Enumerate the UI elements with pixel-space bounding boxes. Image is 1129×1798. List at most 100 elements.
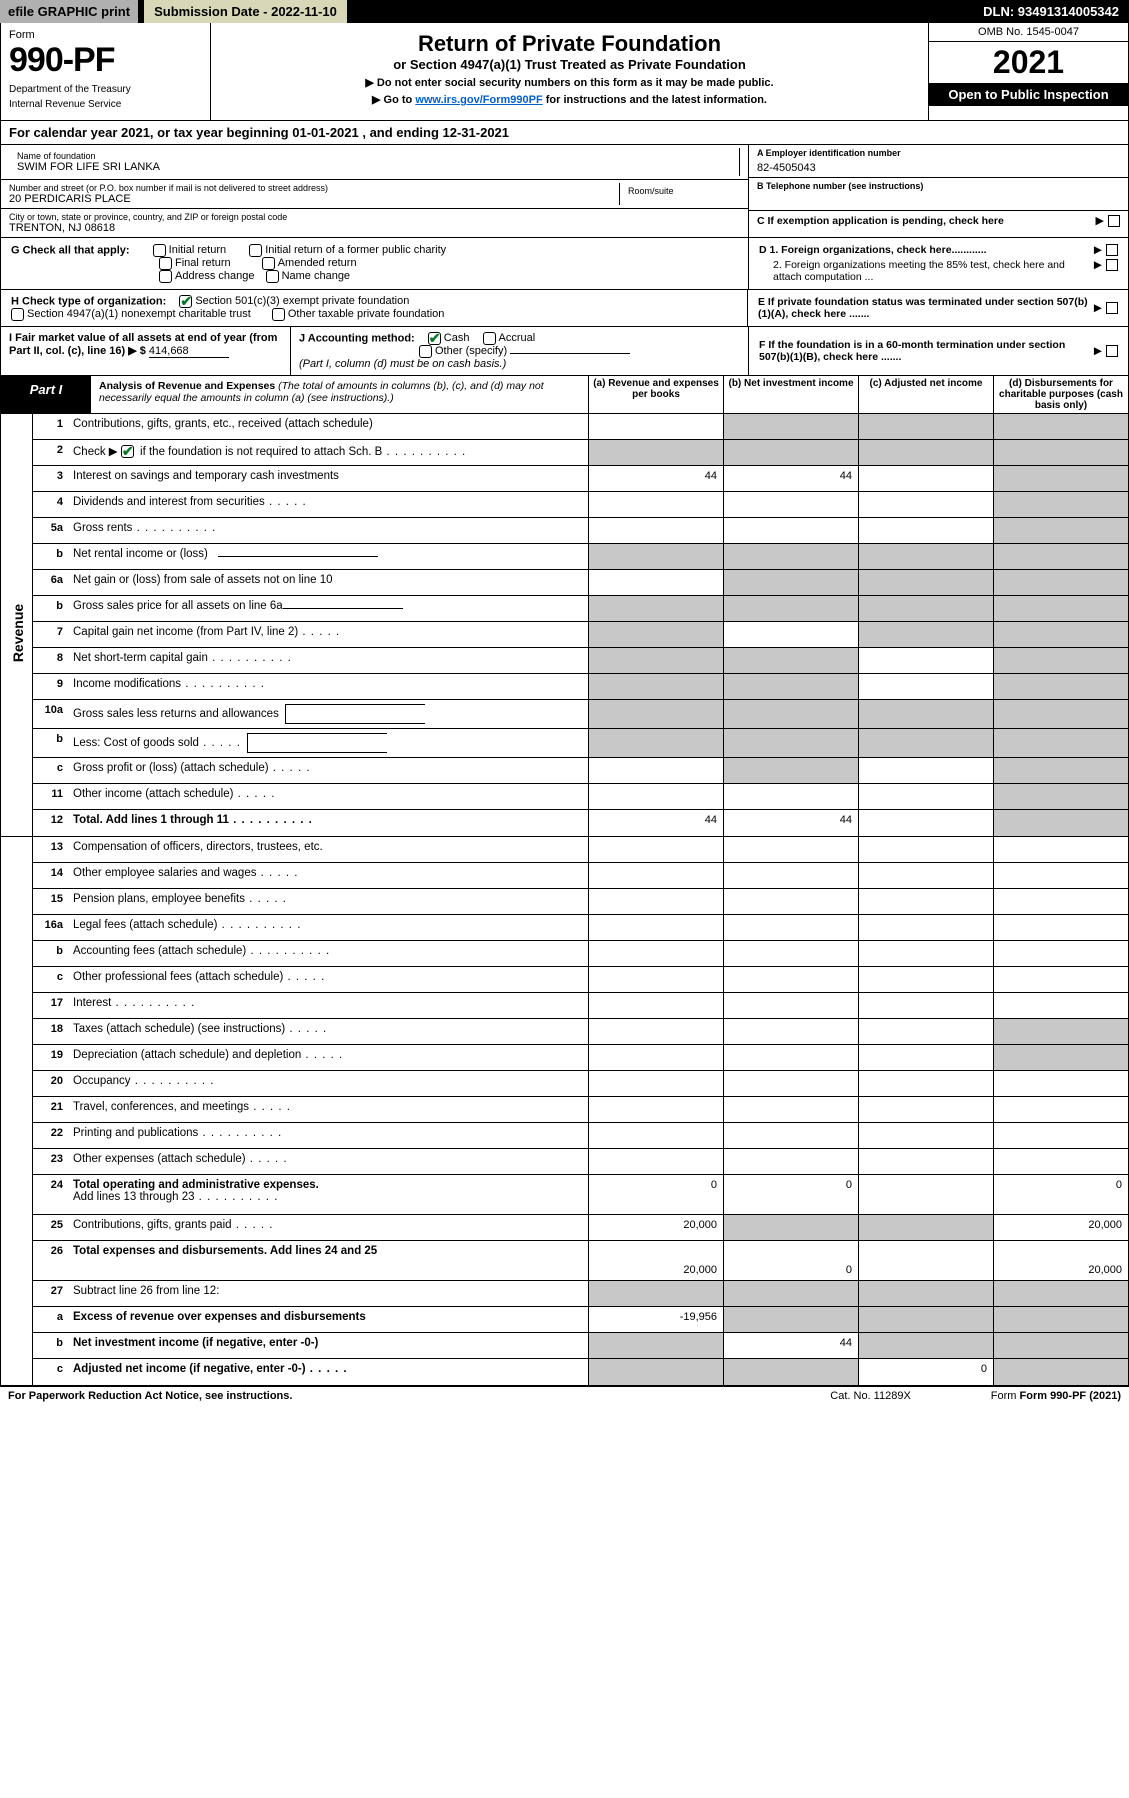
g-initial-checkbox[interactable] (153, 244, 166, 257)
f-checkbox[interactable] (1106, 345, 1118, 357)
l26-d: 20,000 (993, 1241, 1128, 1280)
g-initial-public-checkbox[interactable] (249, 244, 262, 257)
foundation-name: SWIM FOR LIFE SRI LANKA (17, 161, 731, 173)
d2-label: 2. Foreign organizations meeting the 85%… (759, 259, 1094, 283)
i-j-f-row: I Fair market value of all assets at end… (0, 327, 1129, 376)
i-value: 414,668 (149, 345, 229, 358)
line-6b: Gross sales price for all assets on line… (69, 596, 588, 621)
l2-pre: Check ▶ (73, 446, 121, 458)
l12-a: 44 (588, 810, 723, 836)
h-opt-501c3: Section 501(c)(3) exempt private foundat… (195, 295, 409, 307)
j-cash-checkbox[interactable] (428, 332, 441, 345)
g-final-checkbox[interactable] (159, 257, 172, 270)
line-5b: Net rental income or (loss) (69, 544, 588, 569)
instr2-post: for instructions and the latest informat… (543, 94, 767, 106)
line-14: Other employee salaries and wages (69, 863, 588, 888)
cal-begin: 01-01-2021 (292, 125, 359, 140)
ein-label: A Employer identification number (757, 148, 1120, 158)
l3-b: 44 (723, 466, 858, 491)
line-10c: Gross profit or (loss) (attach schedule) (69, 758, 588, 783)
j-accrual-checkbox[interactable] (483, 332, 496, 345)
l25-d: 20,000 (993, 1215, 1128, 1240)
form-subtitle: or Section 4947(a)(1) Trust Treated as P… (221, 57, 918, 72)
arrow-icon: ▶ (1094, 259, 1102, 271)
h-label: H Check type of organization: (11, 295, 166, 307)
l26-a: 20,000 (588, 1241, 723, 1280)
l2-post: if the foundation is not required to att… (137, 446, 383, 458)
l3-a: 44 (588, 466, 723, 491)
l2-checkbox[interactable] (121, 445, 134, 458)
h-4947-checkbox[interactable] (11, 308, 24, 321)
line-1: Contributions, gifts, grants, etc., rece… (69, 414, 588, 439)
dept-treasury: Department of the Treasury (9, 84, 202, 95)
g-block: G Check all that apply: Initial return I… (1, 238, 748, 289)
arrow-icon: ▶ (1094, 244, 1102, 256)
j-cash: Cash (444, 332, 470, 344)
address: 20 PERDICARIS PLACE (9, 193, 619, 205)
line-24: Total operating and administrative expen… (69, 1175, 588, 1214)
g-amended-checkbox[interactable] (262, 257, 275, 270)
i-block: I Fair market value of all assets at end… (1, 327, 291, 375)
line-27: Subtract line 26 from line 12: (69, 1281, 588, 1306)
form-number: 990-PF (9, 41, 202, 80)
instruction-2: ▶ Go to www.irs.gov/Form990PF for instru… (221, 93, 918, 106)
form-label: Form (9, 29, 202, 41)
e-checkbox[interactable] (1106, 302, 1118, 314)
g-address-checkbox[interactable] (159, 270, 172, 283)
form-title: Return of Private Foundation (221, 31, 918, 57)
l26-b: 0 (723, 1241, 858, 1280)
c-checkbox[interactable] (1108, 215, 1120, 227)
line-10a: Gross sales less returns and allowances (69, 700, 588, 728)
instruction-1: ▶ Do not enter social security numbers o… (221, 76, 918, 89)
g-label: G Check all that apply: (11, 244, 130, 256)
irs-label: Internal Revenue Service (9, 99, 202, 110)
h-block: H Check type of organization: Section 50… (1, 290, 748, 326)
h-e-row: H Check type of organization: Section 50… (0, 290, 1129, 327)
i-label: I Fair market value of all assets at end… (9, 332, 277, 357)
part1-header: Part I Analysis of Revenue and Expenses … (0, 376, 1129, 414)
l27b-b: 44 (723, 1333, 858, 1358)
line-26: Total expenses and disbursements. Add li… (69, 1241, 588, 1280)
l27a-a: -19,956 (588, 1307, 723, 1332)
l24-a: 0 (588, 1175, 723, 1214)
line-4: Dividends and interest from securities (69, 492, 588, 517)
j-other-line (510, 353, 630, 354)
h-opt-other: Other taxable private foundation (288, 308, 445, 320)
phone-label: B Telephone number (see instructions) (757, 181, 1120, 191)
top-bar: efile GRAPHIC print Submission Date - 20… (0, 0, 1129, 23)
footer-left: For Paperwork Reduction Act Notice, see … (8, 1390, 830, 1402)
open-public: Open to Public Inspection (929, 83, 1128, 106)
phone-value (757, 191, 1120, 207)
e-label: E If private foundation status was termi… (758, 296, 1094, 320)
line-22: Printing and publications (69, 1123, 588, 1148)
part1-desc: Analysis of Revenue and Expenses (The to… (91, 376, 588, 413)
col-d-header: (d) Disbursements for charitable purpose… (993, 376, 1128, 413)
col-c-header: (c) Adjusted net income (858, 376, 993, 413)
line-8: Net short-term capital gain (69, 648, 588, 673)
j-other-checkbox[interactable] (419, 345, 432, 358)
j-label: J Accounting method: (299, 332, 415, 344)
cal-end: 12-31-2021 (443, 125, 510, 140)
h-other-checkbox[interactable] (272, 308, 285, 321)
efile-badge[interactable]: efile GRAPHIC print (0, 0, 138, 23)
g-opt-name: Name change (282, 270, 351, 282)
line-17: Interest (69, 993, 588, 1018)
line-10b: Less: Cost of goods sold (69, 729, 588, 757)
arrow-icon: ▶ (1094, 345, 1102, 357)
ein-value: 82-4505043 (757, 158, 1120, 174)
line-9: Income modifications (69, 674, 588, 699)
l24-d: 0 (993, 1175, 1128, 1214)
footer-form: Form Form 990-PF (2021) (991, 1390, 1121, 1402)
arrow-icon: ▶ (1094, 302, 1102, 314)
h-501c3-checkbox[interactable] (179, 295, 192, 308)
dln: DLN: 93491314005342 (973, 0, 1129, 23)
d2-checkbox[interactable] (1106, 259, 1118, 271)
l25-a: 20,000 (588, 1215, 723, 1240)
submission-date: Submission Date - 2022-11-10 (144, 0, 347, 23)
g-opt-address: Address change (175, 270, 255, 282)
d1-checkbox[interactable] (1106, 244, 1118, 256)
irs-link[interactable]: www.irs.gov/Form990PF (415, 94, 542, 106)
g-name-checkbox[interactable] (266, 270, 279, 283)
line-11: Other income (attach schedule) (69, 784, 588, 809)
g-opt-amended: Amended return (278, 257, 357, 269)
